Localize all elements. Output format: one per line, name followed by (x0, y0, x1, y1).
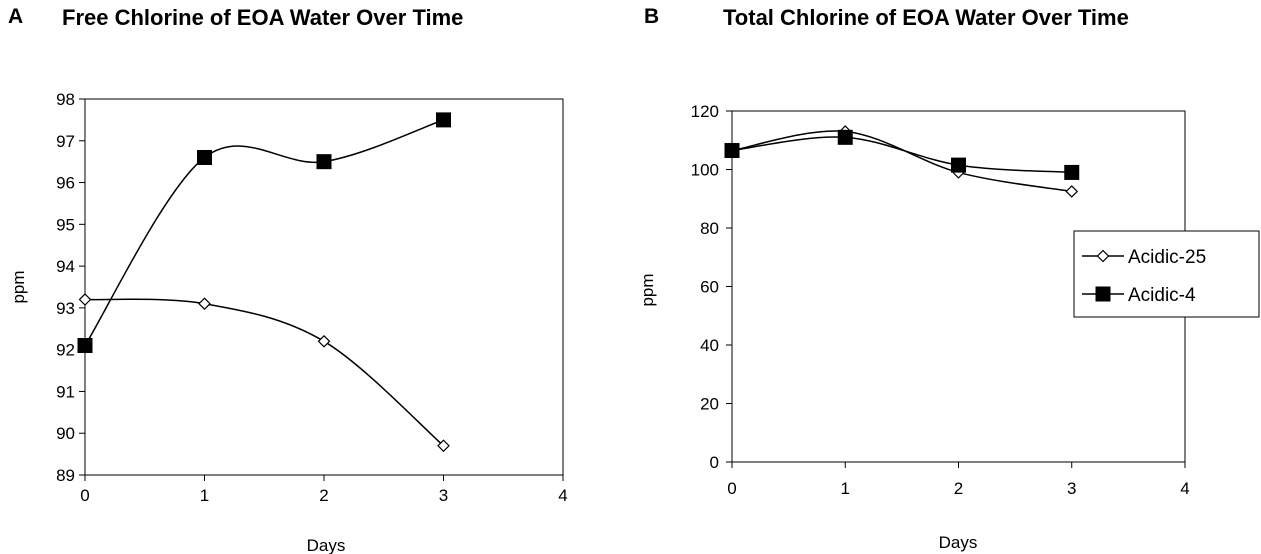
chart-b-series (724, 125, 1080, 198)
chart-a-x-tick-label: 4 (558, 486, 567, 505)
chart-b-y-tick-label: 120 (691, 102, 719, 121)
chart-b-series-1-marker (1065, 185, 1079, 198)
chart-b-x-axis-label: Days (939, 533, 978, 552)
chart-b-x-tick-label: 4 (1180, 479, 1189, 498)
chart-a-series-1-marker (437, 439, 450, 453)
panel-letter-b: B (644, 5, 659, 28)
legend-marker-acidic-4 (1095, 286, 1111, 302)
chart-b-y-tick-label: 60 (700, 278, 719, 297)
chart-a-y-tick-label: 94 (56, 257, 75, 276)
legend-label-acidic-25: Acidic-25 (1128, 247, 1206, 268)
chart-b-x-tick-label: 2 (954, 479, 963, 498)
chart-a-series-2-marker (316, 154, 332, 170)
legend-label-acidic-4: Acidic-4 (1128, 285, 1196, 306)
chart-b-x-tick-label: 0 (727, 479, 736, 498)
chart-a-x-tick-label: 1 (200, 486, 209, 505)
legend-marker-acidic-25 (1096, 249, 1110, 263)
chart-a-title: Free Chlorine of EOA Water Over Time (62, 5, 463, 30)
chart-b-legend: Acidic-25 Acidic-4 (1073, 230, 1260, 318)
chart-b-title: Total Chlorine of EOA Water Over Time (723, 5, 1129, 30)
chart-a-x-tick-label: 2 (319, 486, 328, 505)
chart-a-x-axis-label: Days (307, 536, 346, 554)
chart-b-x-ticks: 0 1 2 3 4 (727, 462, 1190, 498)
chart-b-y-tick-label: 100 (691, 161, 719, 180)
chart-a-series-2-marker (197, 149, 212, 165)
chart-b-y-ticks: 0 20 40 60 80 100 120 (691, 102, 732, 472)
chart-b-y-tick-label: 80 (700, 219, 719, 238)
chart-a-y-axis-label: ppm (9, 270, 28, 303)
chart-b-series-1-line (731, 130, 1072, 193)
chart-a-y-tick-label: 97 (56, 132, 75, 151)
chart-a-y-tick-label: 96 (56, 174, 75, 193)
chart-a-series-1-line (84, 298, 444, 447)
chart-b-x-tick-label: 3 (1067, 479, 1076, 498)
panel-letter-a: A (8, 5, 23, 28)
chart-a-x-tick-label: 0 (80, 486, 89, 505)
chart-a-y-tick-label: 90 (56, 424, 75, 443)
chart-panel-a: A Free Chlorine of EOA Water Over Time 0… (8, 5, 568, 554)
chart-b-series-2-marker (1064, 164, 1080, 180)
chart-a-y-tick-label: 89 (56, 466, 75, 485)
chart-a-x-tick-label: 3 (439, 486, 448, 505)
chart-a-y-tick-label: 95 (56, 215, 75, 234)
chart-b-y-axis-label: ppm (638, 273, 657, 306)
chart-a-series (77, 112, 451, 453)
chart-a-y-tick-label: 91 (56, 382, 75, 401)
chart-b-series-2-marker (951, 157, 966, 173)
chart-b-y-tick-label: 20 (700, 395, 719, 414)
chart-a-series-1-marker (78, 293, 92, 306)
chart-panel-b: B Total Chlorine of EOA Water Over Time … (638, 5, 1260, 552)
chart-a-x-ticks: 0 1 2 3 4 (80, 475, 568, 505)
chart-a-y-tick-label: 93 (56, 299, 75, 318)
chart-a-series-2-marker (436, 112, 451, 128)
chart-a-series-2-line (84, 119, 444, 346)
chart-a-y-tick-label: 92 (56, 341, 75, 360)
chart-b-series-2-marker (837, 129, 853, 145)
chart-a-y-tick-label: 98 (56, 90, 75, 109)
chart-a-series-1-marker (317, 334, 331, 348)
chart-b-y-tick-label: 0 (710, 453, 719, 472)
chart-b-series-2-line (731, 136, 1072, 174)
chart-b-legend-frame (1073, 230, 1260, 318)
chart-a-y-ticks: 89 90 91 92 93 94 95 96 97 98 (56, 90, 85, 485)
chart-b-series-2-marker (724, 142, 740, 158)
chart-a-series-1-marker (198, 297, 211, 311)
chart-b-x-tick-label: 1 (841, 479, 850, 498)
chart-b-y-tick-label: 40 (700, 336, 719, 355)
chart-a-series-2-marker (77, 337, 93, 353)
